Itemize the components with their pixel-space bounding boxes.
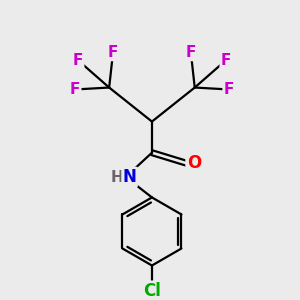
Text: H: H — [111, 169, 123, 184]
Text: F: F — [224, 82, 234, 97]
Text: O: O — [187, 154, 201, 172]
Text: F: F — [73, 53, 83, 68]
Text: F: F — [108, 45, 118, 60]
Text: F: F — [221, 53, 231, 68]
Text: Cl: Cl — [143, 282, 161, 300]
Text: N: N — [123, 168, 136, 186]
Text: F: F — [186, 45, 196, 60]
Text: F: F — [70, 82, 80, 97]
